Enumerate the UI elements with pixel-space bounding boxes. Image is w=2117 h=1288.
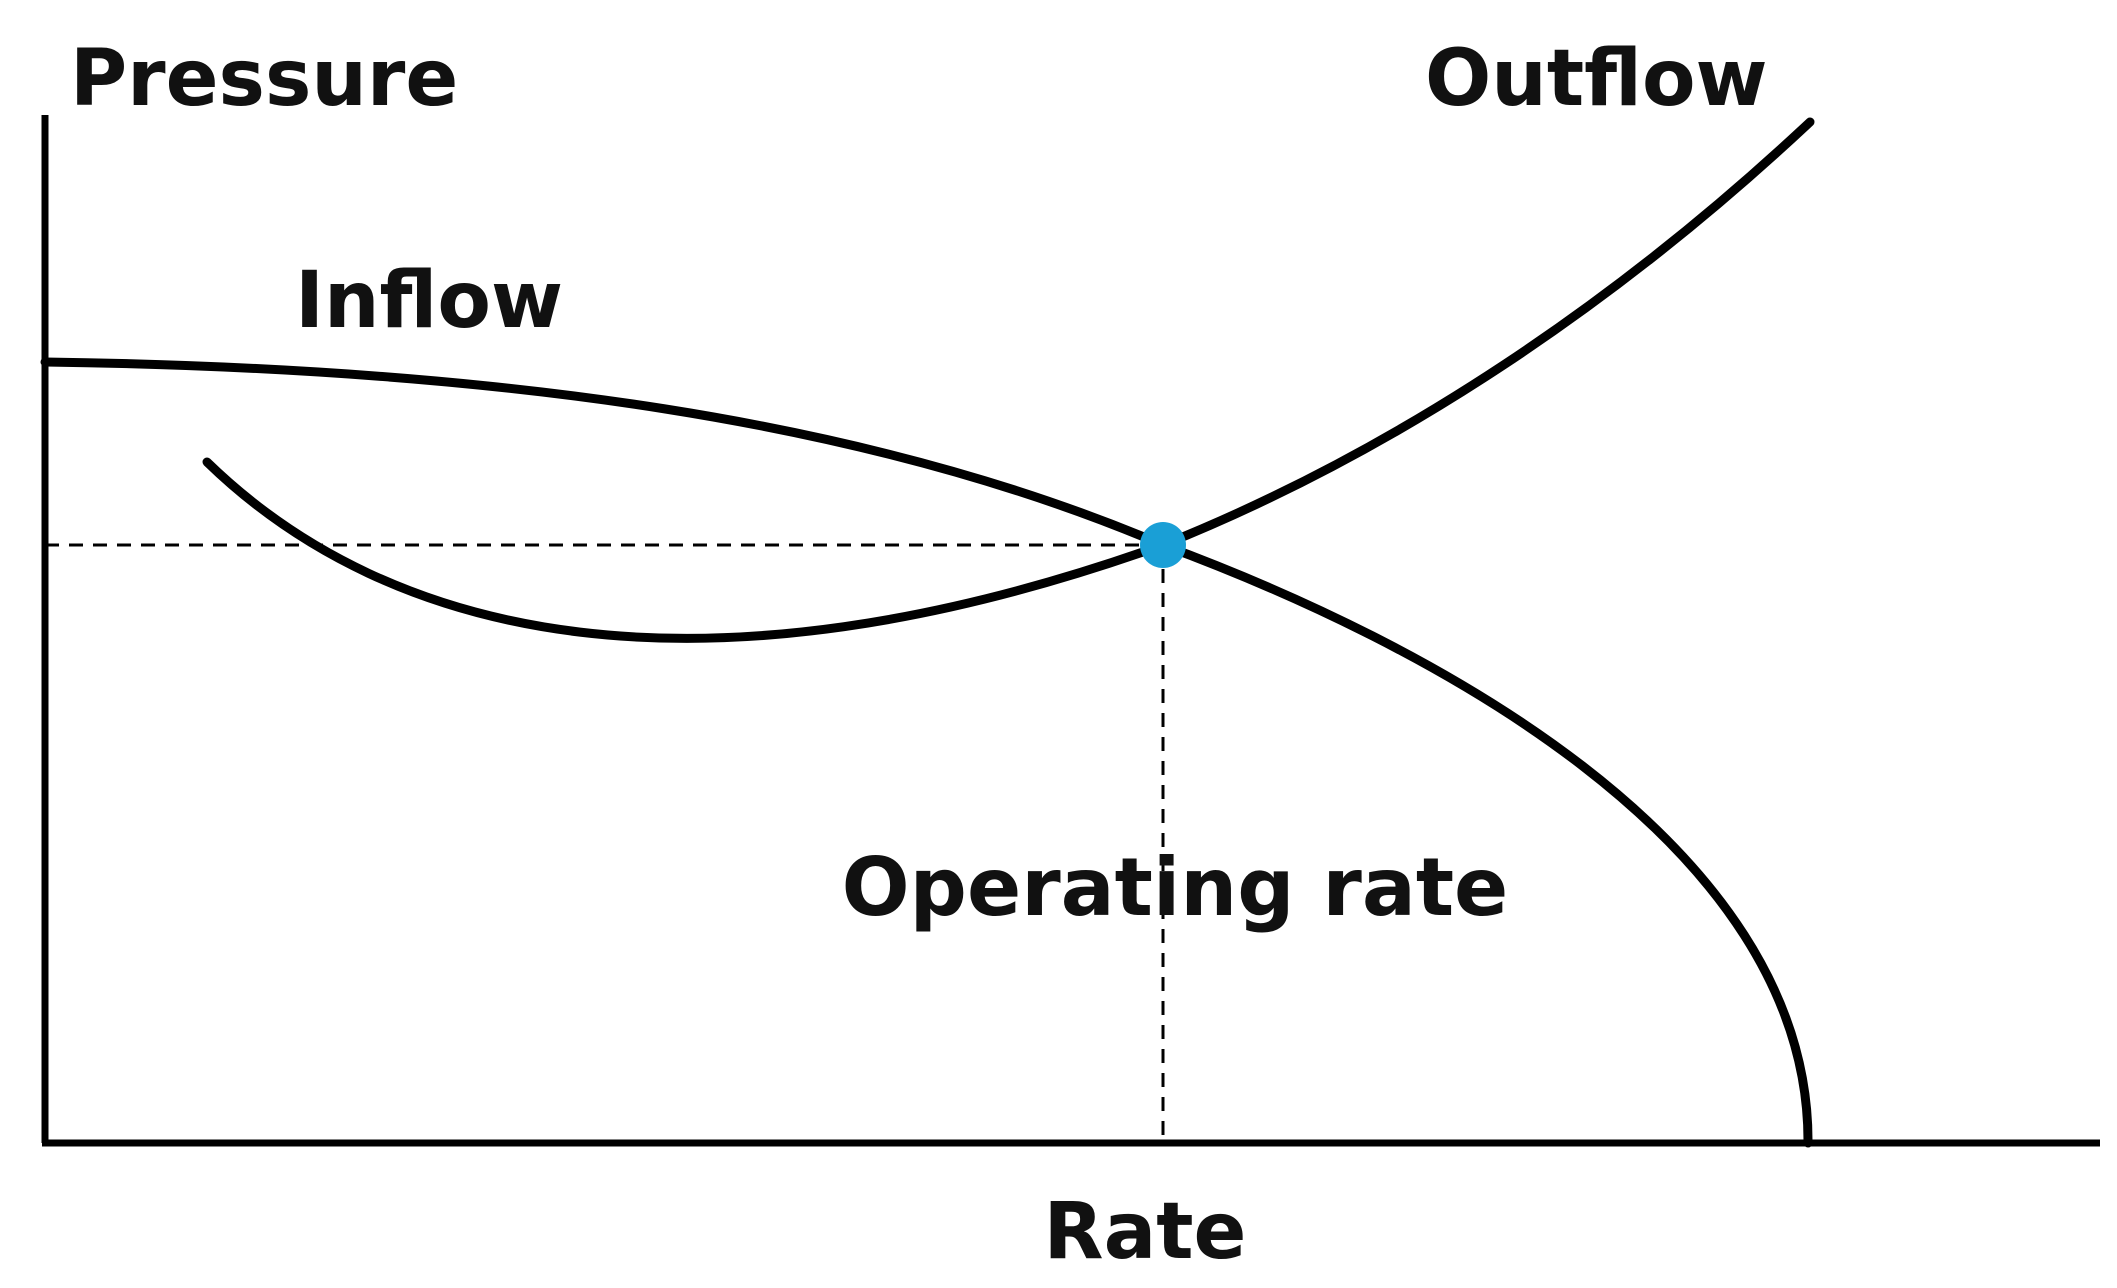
- y-axis-label: Pressure: [70, 34, 458, 124]
- x-axis-label: Rate: [1044, 1187, 1247, 1277]
- series-line-outflow: [202, 117, 1815, 643]
- operating-point-marker: [1140, 522, 1186, 568]
- series-label-outflow: Outflow: [1425, 34, 1768, 124]
- series-line-inflow: [40, 357, 1813, 1148]
- series-label-inflow: Inflow: [295, 256, 563, 346]
- operating-rate-label: Operating rate: [842, 841, 1509, 934]
